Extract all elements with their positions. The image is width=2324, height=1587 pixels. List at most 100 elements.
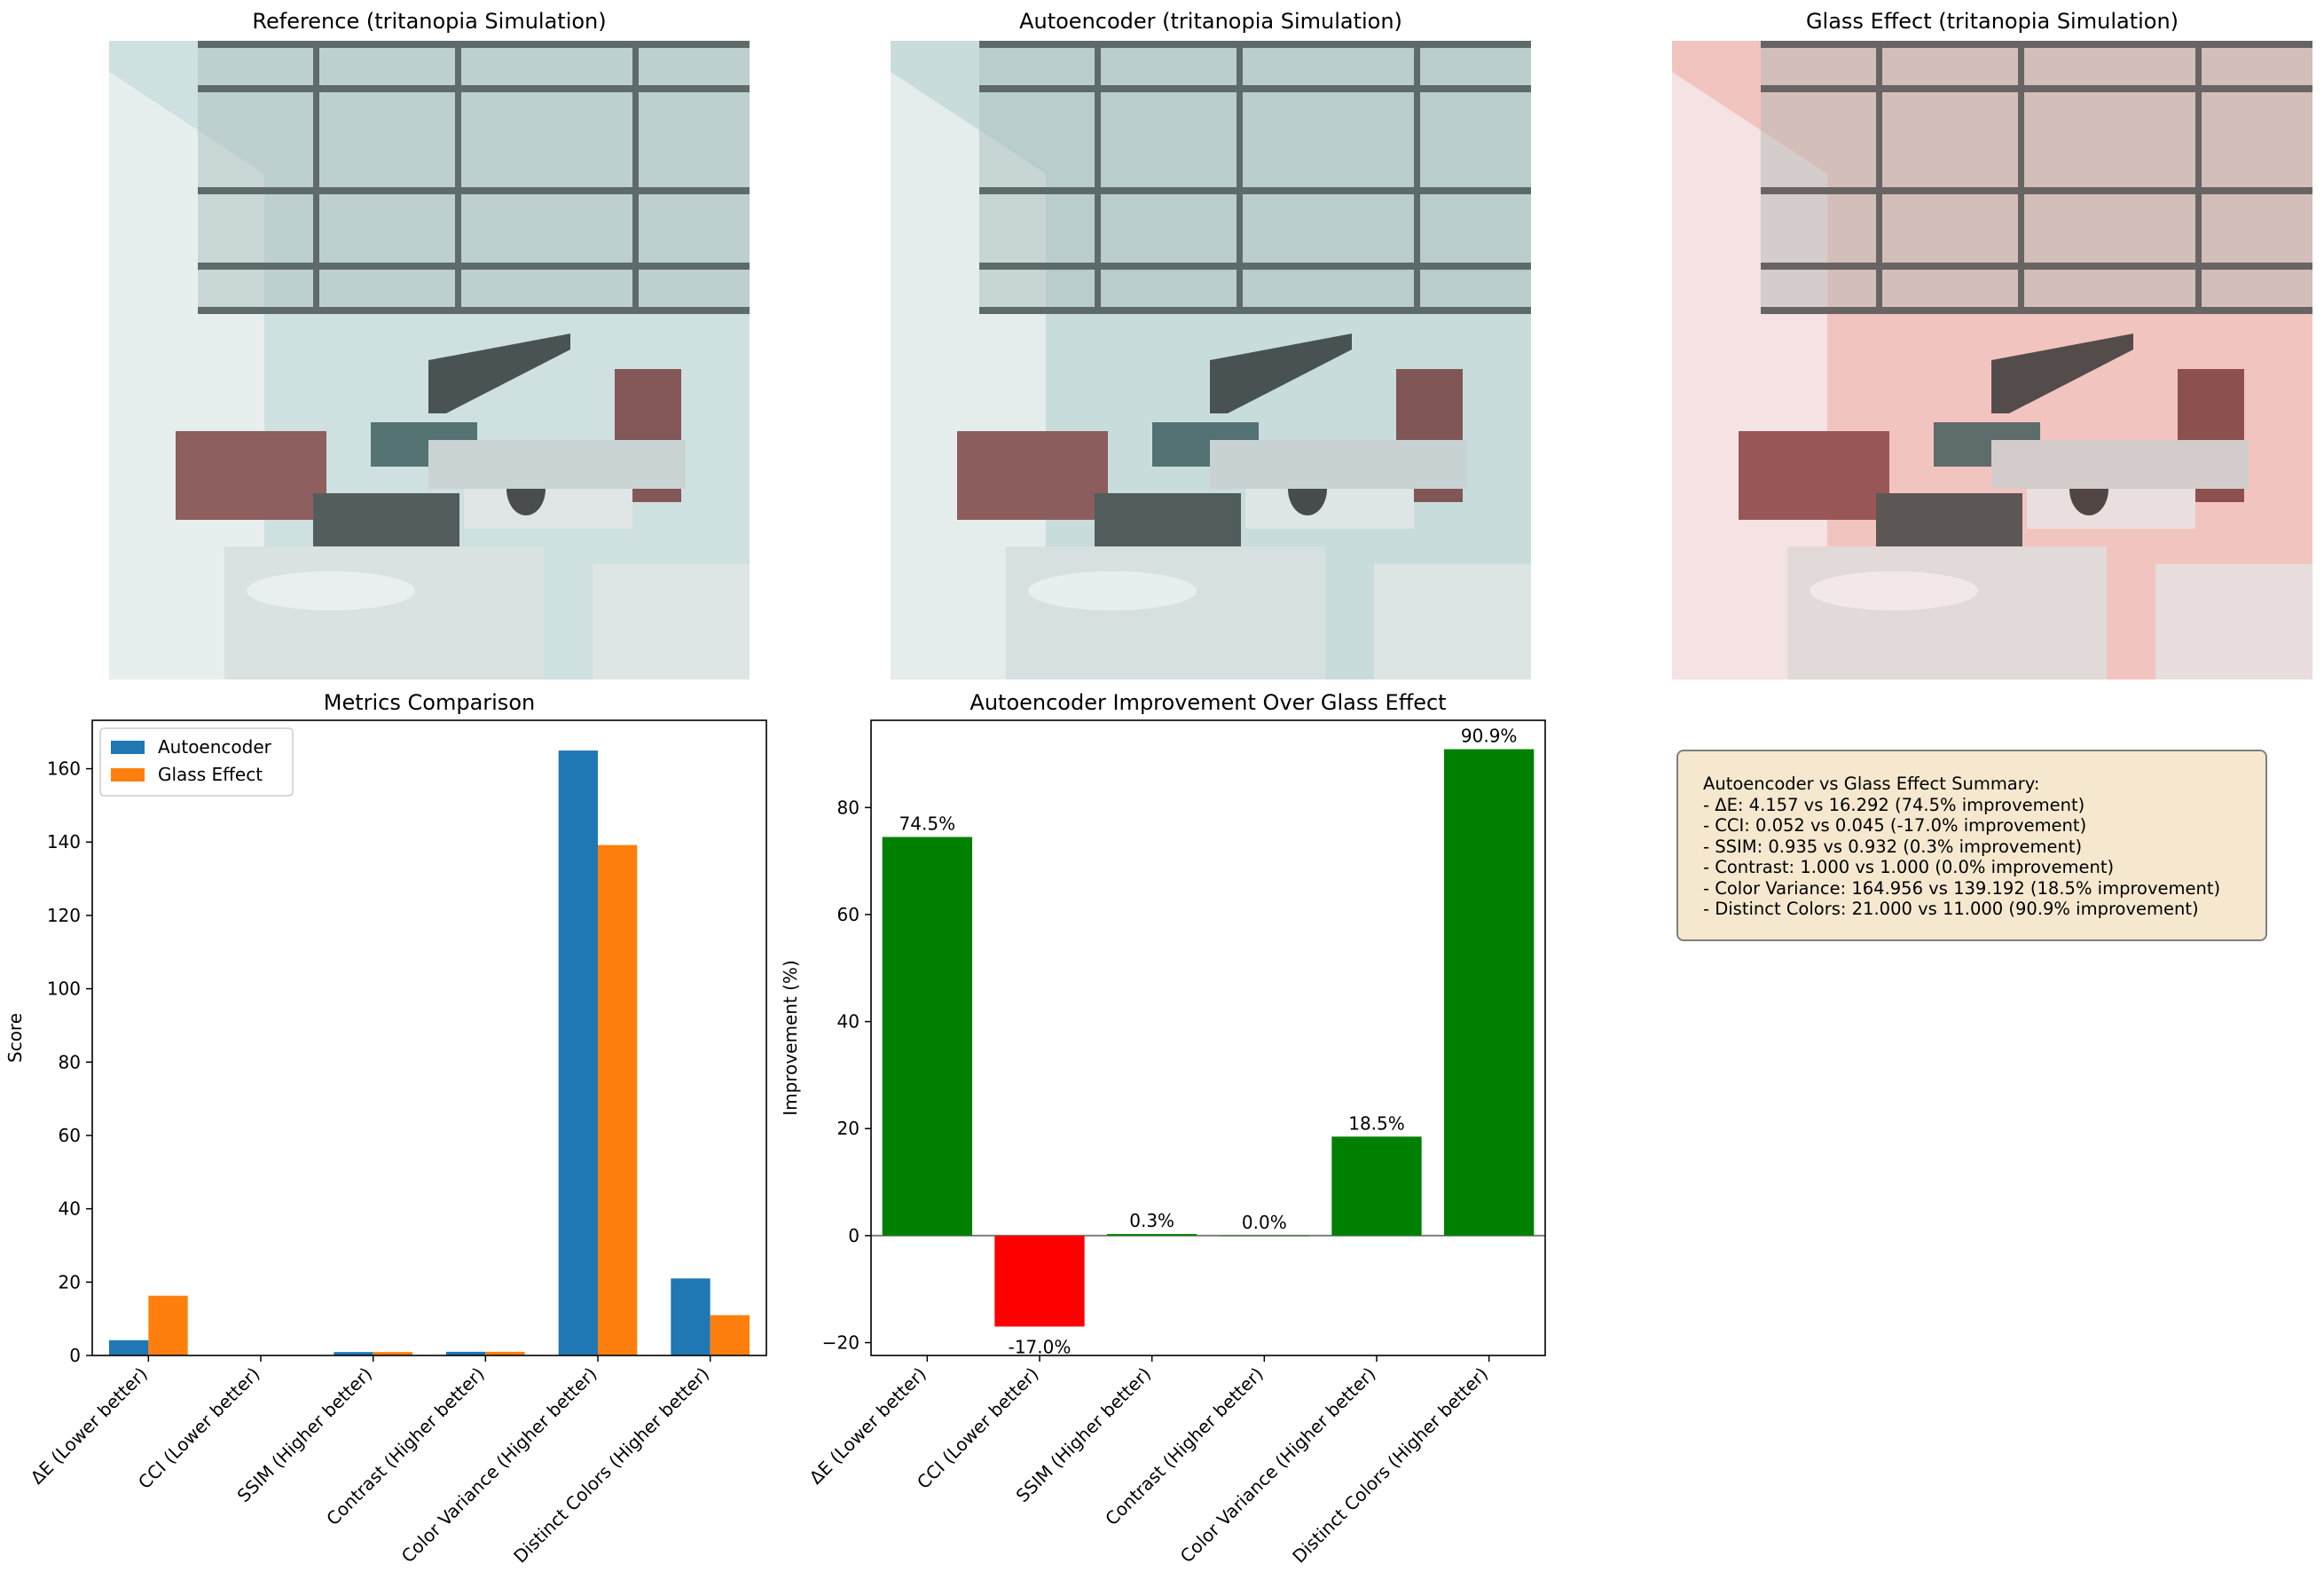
chart-title: Metrics Comparison (324, 690, 535, 715)
bar (148, 1295, 188, 1355)
summary-line: - Distinct Colors: 21.000 vs 11.000 (90.… (1703, 899, 2199, 919)
foreground-sofa (593, 564, 750, 680)
y-tick-label: 20 (59, 1271, 81, 1292)
x-tick-label: Distinct Colors (Higher better) (509, 1363, 713, 1567)
y-tick-label: 40 (837, 1011, 860, 1033)
summary-line: - SSIM: 0.935 vs 0.932 (0.3% improvement… (1703, 836, 2083, 857)
bar (671, 1278, 711, 1355)
y-tick-label: 60 (837, 904, 860, 925)
data-label: 0.3% (1129, 1210, 1174, 1231)
cushion (247, 571, 415, 610)
x-tick-label: Color Variance (Higher better) (1176, 1363, 1380, 1567)
summary-line: Autoencoder vs Glass Effect Summary: (1703, 774, 2040, 794)
bar (710, 1315, 750, 1355)
railing-beam (1761, 187, 2312, 194)
summary-line: - Color Variance: 164.956 vs 139.192 (18… (1703, 877, 2221, 899)
low-cabinet (1739, 431, 1889, 520)
improvement-chart: Autoencoder Improvement Over Glass Effec… (780, 690, 1546, 1567)
staircase (428, 334, 570, 413)
armchair (1787, 546, 2107, 680)
window-mullion (2195, 41, 2202, 307)
bar (1219, 1235, 1309, 1237)
legend-label: Glass Effect (158, 764, 263, 785)
y-tick-label: 120 (47, 905, 81, 926)
window-mullion (1237, 41, 1243, 307)
x-tick-label: CCI (Lower better) (913, 1363, 1043, 1494)
tint-overlay (1672, 41, 2312, 680)
ottoman (1095, 493, 1241, 546)
data-label: 90.9% (1461, 726, 1518, 747)
cushion (1028, 571, 1197, 610)
cushion (1810, 571, 1978, 610)
data-label: -17.0% (1009, 1336, 1072, 1357)
railing-beam (979, 85, 1531, 92)
railing-beam (1761, 263, 2312, 270)
window-mullion (313, 41, 319, 307)
autoencoder-panel-title: Autoencoder (tritanopia Simulation) (1019, 9, 1402, 34)
bar (1444, 749, 1535, 1236)
sectional-sofa (1991, 440, 2249, 489)
legend-swatch (111, 768, 145, 782)
railing-beam (198, 263, 750, 270)
window-mullion (455, 41, 461, 307)
y-tick-label: 160 (47, 758, 81, 780)
legend-box (99, 727, 294, 797)
window-mullion (632, 41, 639, 307)
railing-beam (1761, 85, 2312, 92)
window-mullion (1414, 41, 1420, 307)
y-axis-label: Improvement (%) (780, 960, 801, 1116)
legend-swatch (111, 741, 145, 754)
foreground-sofa (2155, 564, 2312, 680)
railing-beam (1761, 41, 2312, 48)
low-cabinet (176, 431, 326, 520)
railing-beam (198, 187, 750, 194)
low-cabinet (957, 431, 1108, 520)
metrics-comparison-chart: Metrics Comparison 0 20 40 60 80 100 120 140 160 S… (4, 690, 767, 1567)
railing-beam (979, 307, 1531, 314)
x-tick-label: Color Variance (Higher better) (397, 1363, 601, 1567)
bar (373, 1352, 412, 1355)
x-tick-label: ΔE (Lower better) (27, 1363, 152, 1489)
tint-overlay (891, 41, 1531, 680)
glass-panel-title: Glass Effect (tritanopia Simulation) (1805, 9, 2179, 34)
sectional-sofa (428, 440, 686, 489)
bar (334, 1352, 373, 1355)
bar (485, 1351, 525, 1355)
foreground-sofa (1374, 564, 1531, 680)
x-tick-label: ΔE (Lower better) (805, 1363, 930, 1489)
armchair (1006, 546, 1325, 680)
y-tick-label: 0 (848, 1225, 860, 1246)
reference-image (109, 41, 750, 680)
railing-beam (198, 307, 750, 314)
bar (1107, 1234, 1197, 1236)
staircase (1991, 334, 2133, 413)
bar (1331, 1136, 1422, 1236)
y-tick-label: 20 (837, 1118, 860, 1139)
bar (446, 1351, 486, 1355)
railing-beam (1761, 307, 2312, 314)
x-tick-label: Distinct Colors (Higher better) (1288, 1363, 1492, 1567)
window-mullion (2018, 41, 2024, 307)
data-label: 0.0% (1242, 1212, 1287, 1233)
bar (558, 750, 598, 1355)
bar (994, 1235, 1085, 1327)
autoencoder-image (891, 41, 1531, 680)
railing-beam (979, 41, 1531, 48)
bar (109, 1340, 149, 1355)
y-axis-label: Score (4, 1013, 26, 1063)
railing-beam (198, 85, 750, 92)
y-tick-label: 60 (59, 1125, 81, 1146)
staircase (1210, 334, 1352, 413)
tint-overlay (109, 41, 750, 680)
railing-beam (979, 263, 1531, 270)
railing-beam (979, 187, 1531, 194)
x-tick-label: CCI (Lower better) (134, 1363, 264, 1494)
y-tick-label: 0 (69, 1345, 81, 1366)
chart-title: Autoencoder Improvement Over Glass Effec… (970, 690, 1446, 715)
ottoman (313, 493, 459, 546)
y-tick-label: 140 (47, 831, 81, 852)
y-tick-label: 40 (59, 1198, 81, 1220)
summary-text: Autoencoder vs Glass Effect Summary: - Δ… (1703, 774, 2220, 920)
data-label: 18.5% (1348, 1112, 1405, 1134)
